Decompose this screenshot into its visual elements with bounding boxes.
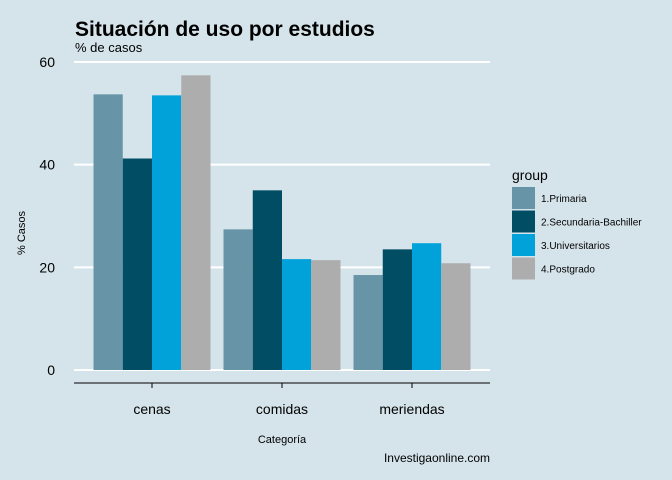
bar — [252, 190, 282, 370]
bar — [311, 260, 341, 370]
y-tick-label: 0 — [47, 362, 55, 378]
y-tick-label: 40 — [39, 157, 55, 173]
x-axis-label: Categoría — [258, 434, 307, 446]
bar — [223, 229, 253, 370]
legend-label: 1.Primaria — [541, 194, 587, 205]
bar — [412, 243, 442, 370]
y-axis-label: % Casos — [16, 210, 28, 255]
legend-swatch — [512, 187, 535, 209]
x-tick-label: comidas — [256, 401, 308, 417]
bar — [282, 259, 312, 370]
legend-swatch — [512, 257, 535, 280]
bar — [122, 158, 152, 370]
legend-swatch — [512, 234, 535, 256]
caption: Investigaonline.com — [384, 451, 490, 465]
x-tick-label: cenas — [133, 401, 170, 417]
legend-swatch — [512, 210, 535, 233]
x-tick-label: meriendas — [379, 401, 444, 417]
bar — [353, 275, 383, 370]
chart-title: Situación de uso por estudios — [75, 18, 375, 41]
bar — [93, 94, 123, 370]
legend-title: group — [512, 167, 548, 183]
bar — [152, 95, 182, 370]
legend-label: 4.Postgrado — [541, 265, 595, 276]
legend-label: 3.Universitarios — [541, 241, 610, 252]
y-tick-label: 60 — [39, 54, 55, 70]
chart-subtitle: % de casos — [75, 40, 143, 55]
bar — [441, 263, 471, 370]
bar — [181, 75, 211, 370]
legend-label: 2.Secundaria-Bachiller — [541, 218, 642, 229]
bar — [382, 249, 412, 370]
y-tick-label: 20 — [39, 259, 55, 275]
